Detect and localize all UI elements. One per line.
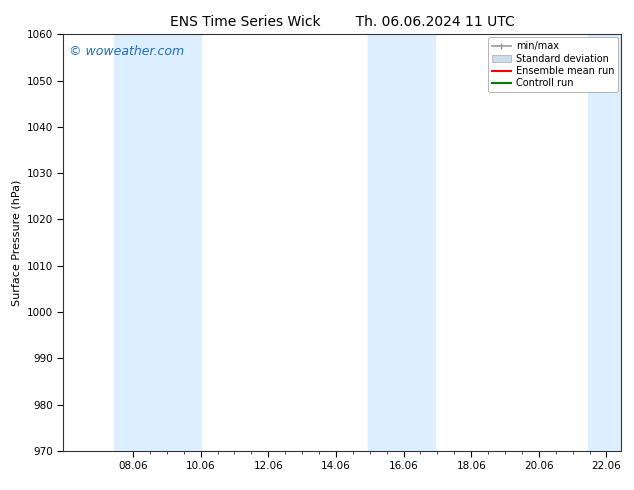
Bar — [588, 34, 621, 451]
Y-axis label: Surface Pressure (hPa): Surface Pressure (hPa) — [11, 179, 21, 306]
Legend: min/max, Standard deviation, Ensemble mean run, Controll run: min/max, Standard deviation, Ensemble me… — [488, 37, 618, 92]
Bar — [368, 34, 436, 451]
Title: ENS Time Series Wick        Th. 06.06.2024 11 UTC: ENS Time Series Wick Th. 06.06.2024 11 U… — [170, 15, 515, 29]
Bar — [114, 34, 201, 451]
Text: © woweather.com: © woweather.com — [69, 45, 184, 58]
